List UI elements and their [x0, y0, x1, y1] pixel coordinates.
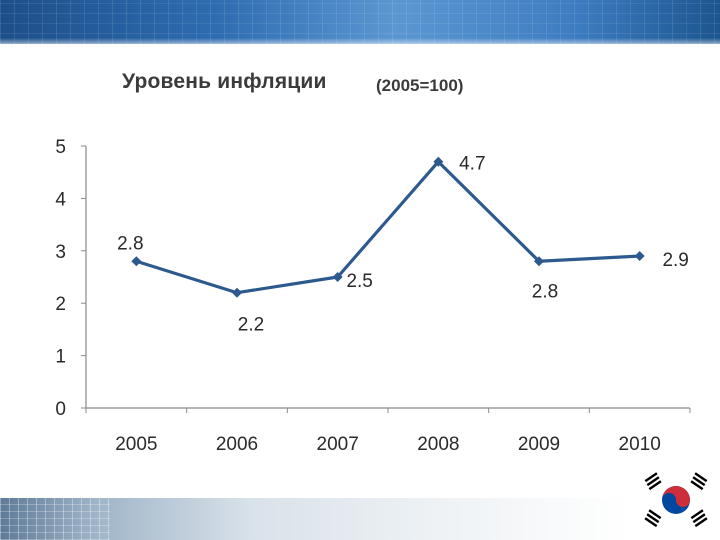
data-point [332, 272, 343, 282]
series-line [135, 160, 640, 295]
y-tick-label: 5 [55, 137, 66, 158]
data-point [634, 251, 645, 262]
data-label: 4.7 [459, 154, 485, 175]
y-tick-label: 0 [55, 399, 66, 420]
data-label: 2.8 [117, 233, 143, 254]
x-tick-label: 2008 [417, 434, 459, 455]
header-banner-pattern [0, 0, 720, 44]
chart-subtitle: (2005=100) [376, 76, 464, 95]
data-label: 2.8 [532, 281, 558, 302]
data-point [433, 156, 444, 167]
data-label: 2.5 [346, 271, 372, 292]
data-label: 2.2 [238, 315, 264, 336]
y-tick-label: 2 [55, 294, 66, 315]
y-tick-label: 3 [55, 242, 66, 263]
data-point [534, 256, 544, 267]
footer-strip-pattern [0, 498, 110, 540]
y-tick-label: 4 [55, 189, 66, 210]
header-banner [0, 0, 720, 44]
footer-strip [0, 498, 630, 540]
data-label: 2.9 [662, 250, 688, 271]
chart-axes [85, 146, 690, 409]
chart-title: Уровень инфляции [122, 70, 327, 93]
chart-series [131, 156, 645, 298]
x-tick-label: 2005 [115, 434, 157, 455]
x-tick-label: 2009 [518, 434, 560, 455]
south-korea-flag-icon [636, 468, 716, 532]
data-point [232, 287, 242, 298]
x-tick-label: 2007 [317, 434, 359, 455]
y-axis-ticks: 0 1 2 3 4 5 [55, 137, 86, 420]
data-labels: 2.8 2.2 2.5 4.7 2.8 2.9 [117, 154, 689, 336]
x-axis-ticks: 2005 2006 2007 2008 2009 2010 [85, 408, 691, 455]
x-tick-label: 2010 [619, 434, 661, 455]
y-tick-label: 1 [55, 347, 66, 368]
x-tick-label: 2006 [216, 434, 258, 455]
data-point [131, 256, 142, 267]
